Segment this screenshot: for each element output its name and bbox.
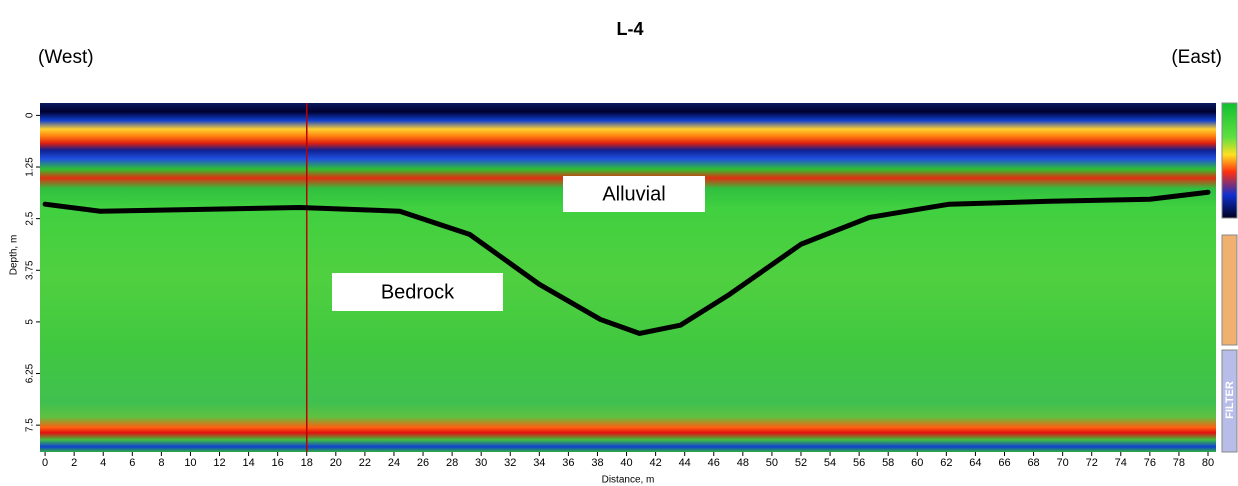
x-tick-label: 56 xyxy=(853,457,865,469)
y-tick-label: 2.5 xyxy=(25,211,36,225)
y-tick-label: 6.25 xyxy=(25,363,36,383)
x-tick-label: 78 xyxy=(1173,457,1185,469)
filter-panel xyxy=(1221,349,1238,453)
gain-panel xyxy=(1221,234,1238,346)
x-tick-label: 42 xyxy=(649,457,661,469)
side-label: FILTER xyxy=(1224,381,1236,419)
y-tick-label: 0 xyxy=(25,112,36,118)
annotation-box xyxy=(332,273,503,311)
annotation-box xyxy=(563,176,705,212)
x-tick-label: 74 xyxy=(1115,457,1127,469)
x-tick-label: 52 xyxy=(795,457,807,469)
x-tick-label: 72 xyxy=(1086,457,1098,469)
x-tick-label: 6 xyxy=(129,457,135,469)
x-tick-label: 14 xyxy=(242,457,254,469)
x-tick-label: 0 xyxy=(42,457,48,469)
x-tick-label: 32 xyxy=(504,457,516,469)
y-tick-label: 1.25 xyxy=(25,157,36,177)
x-tick-label: 8 xyxy=(158,457,164,469)
x-tick-label: 4 xyxy=(100,457,106,469)
y-tick-label: 7.5 xyxy=(25,418,36,432)
x-tick-label: 22 xyxy=(359,457,371,469)
x-tick-label: 20 xyxy=(330,457,342,469)
annotation: (West) xyxy=(38,47,94,68)
chart-title: L-4 xyxy=(617,19,644,39)
x-tick-label: 80 xyxy=(1202,457,1214,469)
x-tick-label: 16 xyxy=(272,457,284,469)
x-tick-label: 50 xyxy=(766,457,778,469)
radargram xyxy=(40,103,1216,452)
x-tick-label: 28 xyxy=(446,457,458,469)
x-tick-label: 24 xyxy=(388,457,400,469)
x-tick-label: 30 xyxy=(475,457,487,469)
x-tick-label: 76 xyxy=(1144,457,1156,469)
x-tick-label: 40 xyxy=(620,457,632,469)
x-tick-label: 34 xyxy=(533,457,545,469)
color-bar xyxy=(1221,102,1238,219)
x-tick-label: 26 xyxy=(417,457,429,469)
x-tick-label: 46 xyxy=(708,457,720,469)
y-tick-label: 3.75 xyxy=(25,260,36,280)
annotation: Bedrock xyxy=(381,281,455,303)
x-tick-label: 38 xyxy=(591,457,603,469)
x-tick-label: 64 xyxy=(969,457,981,469)
x-tick-label: 2 xyxy=(71,457,77,469)
annotation: Alluvial xyxy=(602,183,665,205)
x-tick-label: 58 xyxy=(882,457,894,469)
x-tick-label: 12 xyxy=(213,457,225,469)
annotation: (East) xyxy=(1171,47,1222,68)
x-tick-label: 44 xyxy=(679,457,691,469)
x-tick-label: 36 xyxy=(562,457,574,469)
boundary-line xyxy=(42,189,1211,336)
y-tick-label: 5 xyxy=(25,319,36,325)
y-axis-label: Depth, m xyxy=(9,235,20,276)
x-axis-label: Distance, m xyxy=(602,475,655,486)
x-tick-label: 18 xyxy=(301,457,313,469)
x-tick-label: 62 xyxy=(940,457,952,469)
x-tick-label: 10 xyxy=(184,457,196,469)
x-tick-label: 70 xyxy=(1057,457,1069,469)
x-tick-label: 48 xyxy=(737,457,749,469)
x-tick-label: 54 xyxy=(824,457,836,469)
x-tick-label: 60 xyxy=(911,457,923,469)
x-tick-label: 68 xyxy=(1027,457,1039,469)
x-tick-label: 66 xyxy=(998,457,1010,469)
